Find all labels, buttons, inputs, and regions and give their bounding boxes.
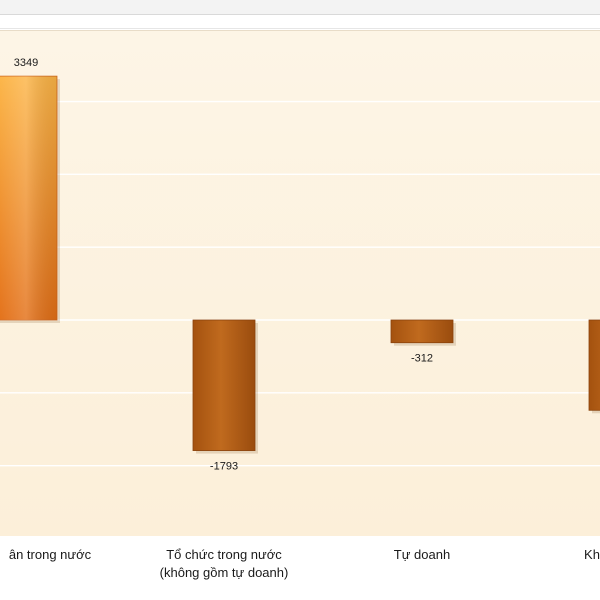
data-label-1: -1793 bbox=[210, 461, 238, 473]
data-label-0: 3349 bbox=[14, 57, 38, 69]
category-label-tu-doanh: Tự doanh bbox=[393, 547, 451, 562]
category-label-to-chuc-sub: (không gồm tự doanh) bbox=[159, 565, 289, 580]
category-label-khoi-ngoai: Kh bbox=[584, 547, 600, 562]
grid-lines bbox=[0, 100, 600, 467]
bar-2 bbox=[390, 319, 454, 344]
bar-sheen-0 bbox=[0, 76, 57, 320]
data-label-2: -312 bbox=[411, 353, 433, 365]
window-strip bbox=[0, 15, 600, 29]
category-label-to-chuc: Tổ chức trong nước bbox=[166, 547, 282, 562]
category-label-ca-nhan: ân trong nước bbox=[8, 547, 92, 562]
bar-1 bbox=[192, 319, 256, 451]
bar-3 bbox=[588, 319, 600, 411]
chart-plot-area bbox=[0, 30, 600, 536]
data-labels: 3349 -1793 -312 bbox=[14, 57, 433, 472]
window-top-bar bbox=[0, 0, 600, 15]
bars bbox=[0, 75, 600, 454]
